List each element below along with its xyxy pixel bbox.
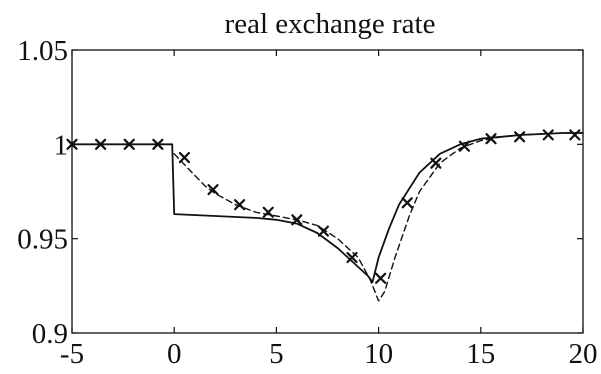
series-marker-x: [234, 199, 246, 211]
x-tick-label: -5: [60, 338, 84, 370]
x-tick-label: 10: [364, 338, 393, 370]
series-marker-x: [458, 140, 471, 152]
x-tick-label: 5: [269, 338, 284, 370]
series-marker-x: [401, 197, 413, 209]
chart-title: real exchange rate: [225, 8, 436, 40]
series-solid-line: [71, 132, 584, 284]
x-tick-label: 15: [466, 338, 495, 370]
series-marker-x: [207, 184, 219, 196]
series-marker-x: [178, 151, 191, 164]
series-marker-x: [123, 138, 135, 150]
series-marker-x: [66, 138, 78, 150]
series-marker-x: [542, 129, 554, 141]
series-marker-x: [375, 272, 387, 284]
series-marker-x: [485, 133, 497, 145]
axis-ticks: -5 0 5 10 15 20 0.9 0.95 1 1.05: [17, 35, 597, 370]
series-marker-x: [317, 225, 330, 237]
plot-frame: [71, 49, 584, 334]
series-marker-x: [569, 129, 581, 141]
x-tick-label: 0: [167, 338, 182, 370]
series-dashed-line: [173, 132, 584, 302]
series-marker-x: [346, 251, 358, 264]
series-marker-x: [291, 214, 303, 226]
series-marker-x: [95, 138, 107, 150]
y-tick-label: 0.95: [17, 224, 68, 256]
series-marker-x: [152, 138, 164, 150]
series-layer: [66, 129, 584, 302]
y-tick-label: 1: [54, 129, 69, 161]
series-marker-x: [514, 131, 526, 143]
series-marker-x: [262, 206, 274, 218]
y-tick-label: 0.9: [32, 318, 68, 350]
y-tick-label: 1.05: [17, 35, 68, 67]
x-tick-label: 20: [569, 338, 598, 370]
series-marker-x: [430, 157, 442, 169]
